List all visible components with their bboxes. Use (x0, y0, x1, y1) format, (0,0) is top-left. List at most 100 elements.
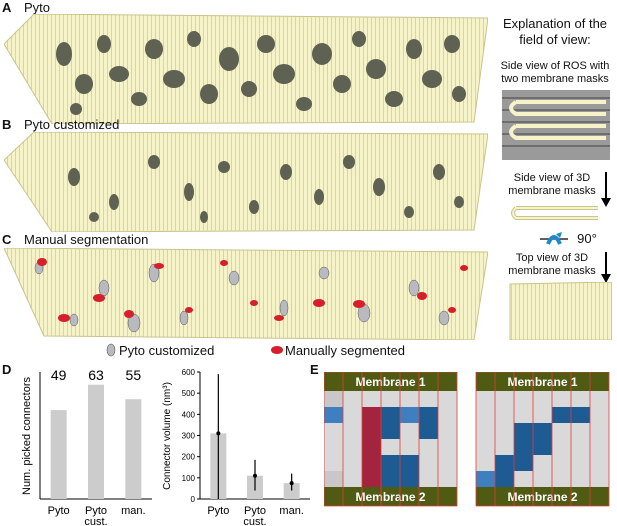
chart2-ylabel: Connector volume (nm³) (162, 382, 173, 490)
x-tick-label: Pyto (48, 505, 70, 517)
grid-cell (571, 455, 590, 471)
grid-cell (514, 423, 533, 439)
panel-e-letter: E (310, 362, 319, 377)
grid-cell (381, 471, 400, 487)
grid-cell (343, 439, 362, 455)
legend-manually-segmented: Manually segmented (285, 343, 405, 358)
x-tick-label: Pyto (85, 505, 107, 517)
grid-cell (552, 471, 571, 487)
grid-cell (533, 391, 552, 407)
x-tick-label: Pyto (207, 505, 229, 517)
grid-cell (324, 455, 343, 471)
panel-c-title: Manual segmentation (24, 232, 149, 247)
chart-num-connectors: Num. picked connectors 49Pyto63Pytocust.… (21, 367, 152, 526)
grid-cell (400, 407, 419, 423)
panel-e-grids: Membrane 1 Membrane 2 Membrane 1 Membrane … (324, 372, 610, 507)
grid-cell (533, 439, 552, 455)
panel-a-title: Pyto (24, 0, 51, 15)
grid-cell (495, 471, 514, 487)
grid-cell (590, 471, 609, 487)
grid-cell (533, 407, 552, 423)
grid-cell (381, 391, 400, 407)
grid-cell (495, 455, 514, 471)
grid-cell (514, 407, 533, 423)
y-tick-label: 200 (182, 453, 196, 462)
membrane-side-3d-image (511, 206, 598, 220)
grid-cell (324, 471, 343, 487)
legend-pyto-customized: Pyto customized (119, 343, 215, 358)
arrow-down-icon (601, 252, 611, 283)
membrane-top-3d-image (509, 282, 612, 340)
panel-a-membrane-mask (4, 14, 488, 124)
grid-cell (476, 455, 495, 471)
membrane-1-band (476, 372, 609, 391)
membrane-2-label: Membrane 2 (355, 490, 425, 504)
grid-cell (476, 423, 495, 439)
grid-cell (324, 423, 343, 439)
mean-marker (289, 481, 294, 486)
panel-c-letter: C (2, 232, 12, 247)
x-tick-label: Pyto (244, 505, 266, 517)
grid-cell (476, 407, 495, 423)
y-tick-label: 0 (191, 495, 196, 504)
explanation-heading: Explanation of the field of view: (502, 16, 608, 47)
membrane-1-band (324, 372, 457, 391)
y-tick-label: 300 (182, 432, 196, 441)
explanation-side-ros-label: Side view of ROS with two membrane masks (500, 60, 610, 85)
grid-cell (590, 455, 609, 471)
grid-cell (324, 407, 343, 423)
chart-connector-volume: Connector volume (nm³) 0 100 200 300 400 500 6… (162, 368, 310, 526)
panel-a-letter: A (2, 0, 12, 15)
grid-cell (324, 439, 343, 455)
grid-cell (514, 391, 533, 407)
grid-cell (343, 471, 362, 487)
grid-cell (476, 439, 495, 455)
y-tick-label: 500 (182, 389, 196, 398)
grid-cell (590, 423, 609, 439)
ros-side-view-image (502, 90, 610, 160)
grid-cell (381, 439, 400, 455)
panel-c-membrane-mask (4, 248, 488, 340)
grid-cell (438, 407, 457, 423)
grid-cell (590, 439, 609, 455)
grid-cell (571, 439, 590, 455)
membrane-1-label: Membrane 1 (507, 375, 577, 389)
grid-cell (438, 439, 457, 455)
grid-cell (419, 455, 438, 471)
x-tick-label: cust. (84, 516, 107, 526)
grid-cell (476, 471, 495, 487)
membrane-2-band (324, 487, 457, 506)
grid-cell (495, 423, 514, 439)
grid-cell (400, 391, 419, 407)
grid-cell (438, 471, 457, 487)
y-tick-label: 600 (182, 368, 196, 377)
membrane-2-label: Membrane 2 (507, 490, 577, 504)
grid-cell (343, 455, 362, 471)
grid-cell (324, 391, 343, 407)
x-tick-label: man. (121, 505, 145, 517)
pyto-customized-legend-icon (106, 343, 116, 357)
explanation-side-3d-label: Side view of 3D membrane masks (508, 172, 596, 197)
grid-cell (533, 455, 552, 471)
grid-cell (495, 439, 514, 455)
grid-cell (552, 407, 571, 423)
grid-cell (419, 407, 438, 423)
grid-cell (400, 455, 419, 471)
grid-cell (419, 423, 438, 439)
bar-pyto-cust- (88, 384, 104, 499)
bar-pyto (50, 410, 67, 499)
panel-b-connectors (68, 155, 464, 223)
grid-cell (381, 423, 400, 439)
grid-cell (419, 439, 438, 455)
panel-b-title: Pyto customized (24, 117, 120, 132)
grid-cell (495, 391, 514, 407)
grid-cell (438, 423, 457, 439)
grid-cell (343, 423, 362, 439)
bar-value-label: 49 (51, 367, 67, 383)
grid-cell (571, 471, 590, 487)
bar-man- (125, 399, 142, 499)
grid-cell (590, 407, 609, 423)
grid-cell (571, 407, 590, 423)
mean-marker (253, 473, 257, 478)
grid-cell (552, 439, 571, 455)
